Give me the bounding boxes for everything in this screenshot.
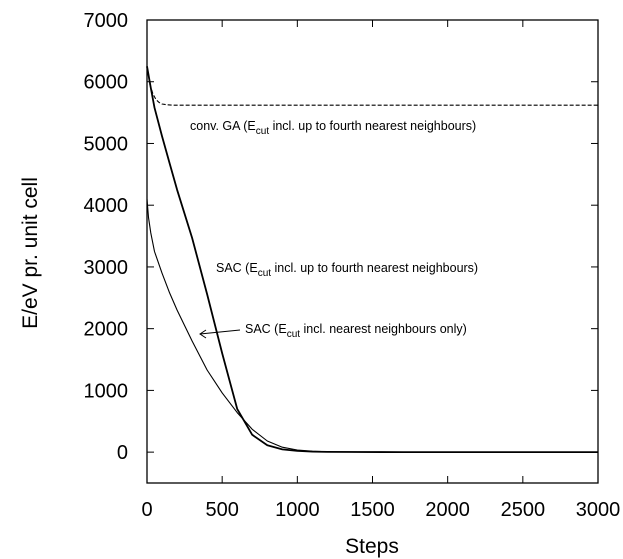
x-tick-label: 1000 (275, 499, 320, 521)
x-tick-label: 0 (141, 499, 152, 521)
y-tick-label: 2000 (84, 319, 129, 341)
y-tick-label: 3000 (84, 257, 129, 279)
y-tick-label: 1000 (84, 380, 129, 402)
series-layer (146, 66, 598, 453)
x-tick-label: 2500 (501, 499, 546, 521)
y-tick-label: 0 (117, 442, 128, 464)
annotation-sac-fourth: SAC (Ecut incl. up to fourth nearest nei… (216, 261, 478, 279)
series-line-3 (146, 198, 598, 453)
annotation-conv-ga: conv. GA (Ecut incl. up to fourth neares… (190, 119, 476, 137)
y-tick-label: 5000 (84, 133, 129, 155)
x-tick-label: 500 (205, 499, 238, 521)
y-tick-label: 7000 (84, 10, 129, 32)
x-tick-label: 1500 (350, 499, 395, 521)
x-tick-label: 3000 (576, 499, 621, 521)
y-tick-label: 6000 (84, 72, 129, 94)
x-tick-label: 2000 (425, 499, 470, 521)
annotation-sac-nearest: SAC (Ecut incl. nearest neighbours only) (245, 322, 467, 340)
y-axis-title: E/eV pr. unit cell (19, 177, 42, 329)
annotation-arrow (199, 329, 241, 339)
plot-frame (146, 19, 599, 484)
y-tick-label: 4000 (84, 195, 129, 217)
tick-labels: 0 500 1000 1500 2000 2500 3000 0 1000 2000 3000 400… (84, 10, 621, 521)
ticks-layer (146, 19, 599, 483)
series-line-1 (146, 66, 598, 106)
x-axis-title: Steps (345, 535, 399, 558)
